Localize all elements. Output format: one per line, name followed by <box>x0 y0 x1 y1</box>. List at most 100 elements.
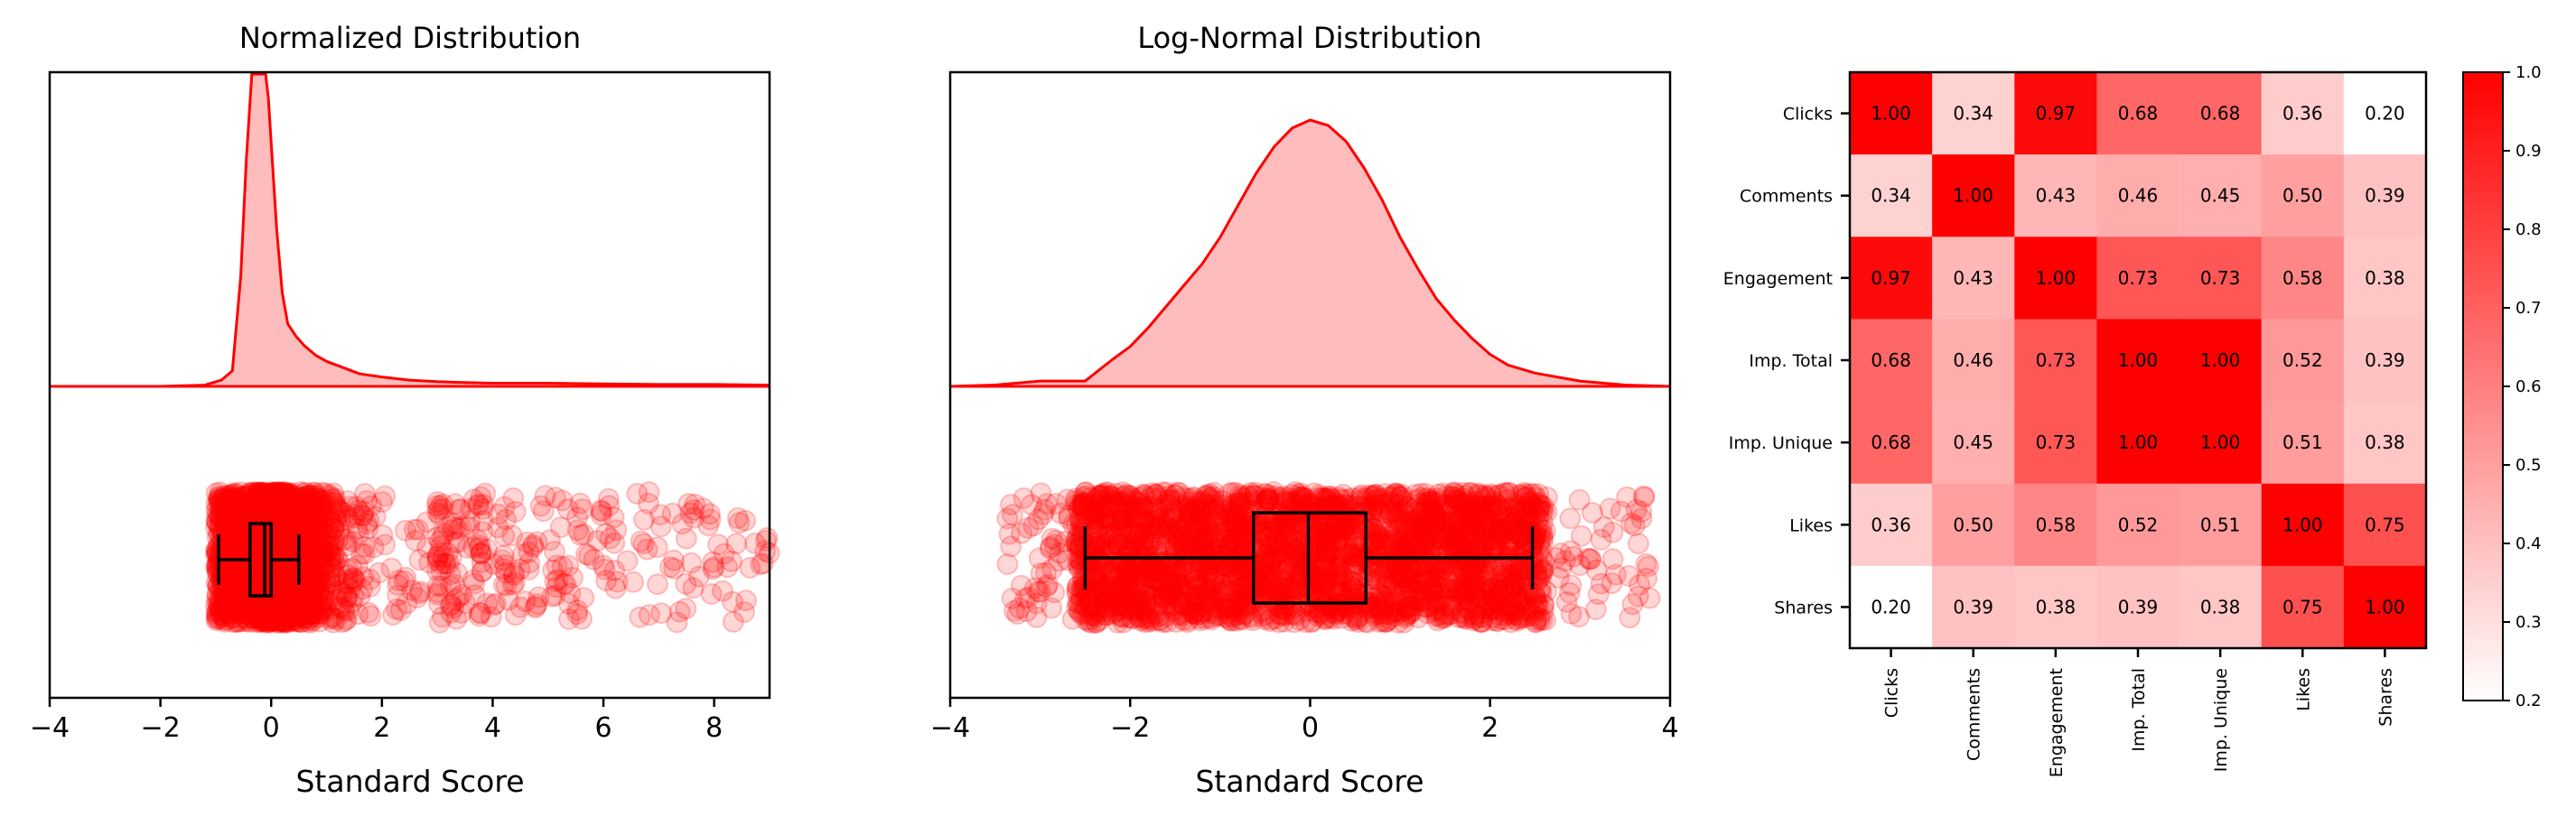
data-point <box>287 593 310 616</box>
data-point <box>514 590 537 613</box>
data-point <box>566 519 589 542</box>
data-point <box>242 607 265 629</box>
data-point <box>522 535 545 558</box>
data-point <box>257 486 279 508</box>
data-point <box>310 496 331 518</box>
data-point <box>226 571 248 593</box>
data-point <box>728 512 751 534</box>
x-tick-label: −4 <box>30 712 70 744</box>
data-point <box>308 580 331 602</box>
data-point <box>320 578 342 600</box>
x-tick-label: 8 <box>705 712 723 744</box>
data-point <box>251 597 274 619</box>
data-point <box>223 562 246 585</box>
data-point <box>339 496 361 518</box>
data-point <box>215 556 238 579</box>
data-point <box>292 486 314 508</box>
data-point <box>254 486 276 508</box>
data-point <box>277 497 300 519</box>
data-point <box>471 561 493 582</box>
data-point <box>646 536 668 559</box>
raincloud-panel-2: Log-Normal Distribution −4 −2 0 2 4 Standard… <box>930 21 1679 799</box>
panel-1-points <box>205 481 780 634</box>
data-point <box>408 582 431 605</box>
data-point <box>219 510 241 533</box>
data-point <box>262 596 284 617</box>
data-point <box>616 550 639 572</box>
data-point <box>320 556 342 579</box>
data-point <box>722 590 744 613</box>
data-point <box>274 609 296 632</box>
data-point <box>276 608 299 631</box>
data-point <box>322 482 345 505</box>
data-point <box>295 531 318 552</box>
data-point <box>298 601 321 624</box>
data-point <box>590 499 612 522</box>
data-point <box>224 598 247 620</box>
data-point <box>243 481 266 504</box>
data-point <box>271 605 294 627</box>
data-point <box>214 518 237 541</box>
data-point <box>482 594 505 617</box>
data-point <box>250 601 273 624</box>
data-point <box>290 500 312 523</box>
data-point <box>291 601 313 624</box>
data-point <box>290 496 313 517</box>
data-point <box>268 579 291 601</box>
data-point <box>275 527 298 550</box>
data-point <box>252 485 274 506</box>
data-point <box>659 556 681 579</box>
data-point <box>297 514 320 536</box>
data-point <box>276 605 299 627</box>
data-point <box>575 543 597 565</box>
data-point <box>408 549 431 571</box>
data-point <box>266 562 289 585</box>
data-point <box>302 609 324 632</box>
data-point <box>269 500 292 523</box>
data-point <box>469 534 491 557</box>
data-point <box>285 556 308 579</box>
data-point <box>569 492 592 515</box>
data-point <box>440 593 462 616</box>
data-point <box>253 482 275 505</box>
data-point <box>282 587 304 609</box>
data-point <box>260 601 283 623</box>
data-point <box>275 572 298 595</box>
x-tick-label: −2 <box>140 712 180 744</box>
data-point <box>217 507 239 530</box>
data-point <box>211 595 234 617</box>
data-point <box>428 611 451 634</box>
data-point <box>386 598 408 620</box>
data-point <box>268 521 291 543</box>
data-point <box>205 538 228 561</box>
data-point <box>295 498 318 521</box>
raincloud-panel-1: Normalized Distribution −4 −2 0 2 4 6 8 Standa… <box>30 21 780 799</box>
data-point <box>426 545 449 568</box>
data-point <box>254 488 275 511</box>
data-point <box>302 492 324 514</box>
data-point <box>249 496 272 518</box>
data-point <box>275 588 297 610</box>
data-point <box>333 600 356 622</box>
data-point <box>291 520 313 543</box>
data-point <box>285 512 308 534</box>
data-point <box>257 507 280 530</box>
data-point <box>722 610 744 633</box>
data-point <box>301 525 323 548</box>
data-point <box>226 566 248 589</box>
data-point <box>264 598 286 620</box>
data-point <box>684 493 706 515</box>
data-point <box>239 597 262 619</box>
data-point <box>214 581 237 604</box>
data-point <box>394 519 416 542</box>
panel-1-x-ticks: −4 −2 0 2 4 6 8 <box>30 698 723 744</box>
data-point <box>331 582 354 605</box>
data-point <box>294 493 317 515</box>
data-point <box>229 499 251 522</box>
data-point <box>250 608 272 629</box>
data-point <box>471 497 494 520</box>
data-point <box>257 489 280 512</box>
data-point <box>680 552 703 574</box>
panel-1-x-label: Standard Score <box>295 764 524 799</box>
data-point <box>220 531 243 553</box>
